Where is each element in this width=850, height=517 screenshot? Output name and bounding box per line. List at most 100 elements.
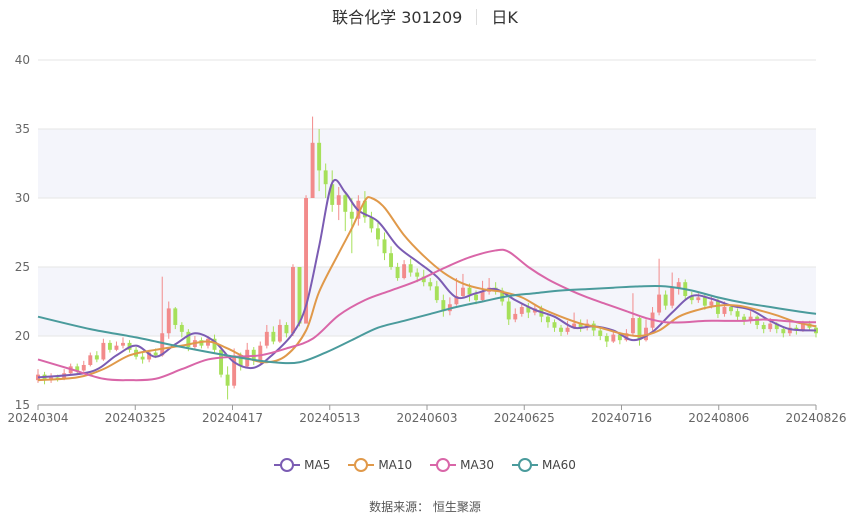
candle-body bbox=[722, 307, 727, 314]
legend-item-ma60[interactable]: MA60 bbox=[512, 458, 576, 472]
candle-body bbox=[709, 301, 714, 306]
candle-body bbox=[526, 307, 531, 313]
candle-body bbox=[480, 291, 485, 301]
candle-body bbox=[343, 195, 348, 212]
candle-body bbox=[395, 267, 400, 279]
candle-body bbox=[552, 322, 557, 328]
candle-body bbox=[761, 324, 766, 330]
x-tick-label: 20240806 bbox=[688, 411, 749, 425]
candle-body bbox=[88, 355, 93, 365]
y-tick-label: 35 bbox=[15, 122, 30, 136]
candle-body bbox=[264, 331, 269, 346]
series-line-ma5 bbox=[37, 178, 817, 379]
candle-body bbox=[369, 217, 374, 229]
candle-body bbox=[559, 327, 563, 332]
candle-body bbox=[173, 308, 178, 325]
candle-body bbox=[271, 331, 276, 342]
legend-item-ma5[interactable]: MA5 bbox=[274, 458, 330, 472]
candle-body bbox=[434, 286, 439, 301]
candle-body bbox=[277, 324, 282, 342]
candle-body bbox=[500, 290, 505, 302]
candle-body bbox=[774, 323, 779, 330]
candle-body bbox=[768, 323, 773, 330]
candle-body bbox=[565, 327, 570, 332]
candle-body bbox=[232, 355, 237, 386]
stock-name: 联合化学 301209 bbox=[332, 8, 463, 27]
candle-body bbox=[382, 239, 387, 254]
candle-body bbox=[330, 184, 335, 205]
candle-body bbox=[617, 334, 622, 341]
candle-body bbox=[36, 374, 40, 381]
candle-body bbox=[702, 297, 707, 306]
candle-body bbox=[598, 330, 603, 336]
candle-body bbox=[454, 295, 459, 305]
candle-body bbox=[735, 311, 740, 317]
title-divider bbox=[476, 9, 478, 25]
candle-body bbox=[670, 287, 675, 306]
candle-body bbox=[657, 294, 662, 313]
series-line-ma60 bbox=[37, 284, 817, 365]
candle-body bbox=[291, 267, 295, 334]
candle-body bbox=[186, 331, 191, 348]
candle-body bbox=[689, 295, 694, 301]
candle-body bbox=[114, 345, 119, 350]
chart-title: 联合化学 301209 日K bbox=[0, 4, 850, 28]
series-line-ma30 bbox=[37, 248, 817, 382]
ma10-swatch-icon bbox=[348, 458, 375, 472]
legend-item-ma30[interactable]: MA30 bbox=[430, 458, 494, 472]
candle-body bbox=[545, 316, 550, 323]
candle-body bbox=[519, 307, 524, 314]
candle-body bbox=[310, 142, 315, 198]
y-tick-label: 25 bbox=[15, 260, 30, 274]
candle-body bbox=[644, 327, 648, 341]
candle-body bbox=[153, 352, 158, 356]
legend: MA5 MA10 MA30 MA60 bbox=[0, 458, 850, 472]
candle-body bbox=[428, 282, 433, 287]
candle-body bbox=[415, 272, 420, 277]
candle-body bbox=[376, 228, 380, 240]
ma5-swatch-icon bbox=[274, 458, 301, 472]
candle-body bbox=[304, 198, 309, 324]
candle-body bbox=[107, 342, 112, 350]
legend-label-ma60: MA60 bbox=[542, 458, 576, 472]
candle-body bbox=[787, 327, 792, 334]
candle-body bbox=[696, 297, 701, 301]
candle-body bbox=[474, 294, 478, 301]
candle-body bbox=[408, 264, 413, 273]
y-tick-label: 40 bbox=[15, 53, 30, 67]
candle-body bbox=[460, 287, 465, 296]
candle-body bbox=[225, 374, 230, 386]
candle-body bbox=[637, 318, 642, 341]
candle-body bbox=[467, 287, 472, 295]
candle-body bbox=[160, 333, 165, 356]
candle-body bbox=[611, 334, 616, 342]
y-tick-label: 15 bbox=[15, 398, 30, 412]
candle-body bbox=[284, 324, 289, 334]
period-label[interactable]: 日K bbox=[491, 8, 518, 27]
candle-body bbox=[147, 352, 152, 360]
candle-body bbox=[101, 342, 106, 360]
candle-body bbox=[140, 356, 145, 360]
candle-body bbox=[624, 333, 629, 341]
candle-body bbox=[402, 264, 407, 279]
candle-body bbox=[336, 195, 341, 205]
candle-body bbox=[389, 253, 394, 267]
x-tick-label: 20240625 bbox=[494, 411, 555, 425]
candle-body bbox=[297, 267, 302, 324]
candle-body bbox=[715, 301, 720, 314]
candle-body bbox=[742, 316, 747, 321]
candle-body bbox=[421, 276, 426, 283]
candle-body bbox=[578, 323, 583, 328]
candle-body bbox=[55, 377, 60, 379]
candle-body bbox=[663, 294, 668, 306]
legend-item-ma10[interactable]: MA10 bbox=[348, 458, 412, 472]
candle-body bbox=[94, 355, 99, 360]
candle-body bbox=[75, 366, 80, 371]
candle-body bbox=[121, 342, 125, 346]
y-tick-label: 30 bbox=[15, 191, 30, 205]
candle-body bbox=[572, 323, 577, 328]
grid-band bbox=[38, 129, 816, 198]
x-tick-label: 20240603 bbox=[396, 411, 457, 425]
candle-body bbox=[676, 282, 681, 288]
